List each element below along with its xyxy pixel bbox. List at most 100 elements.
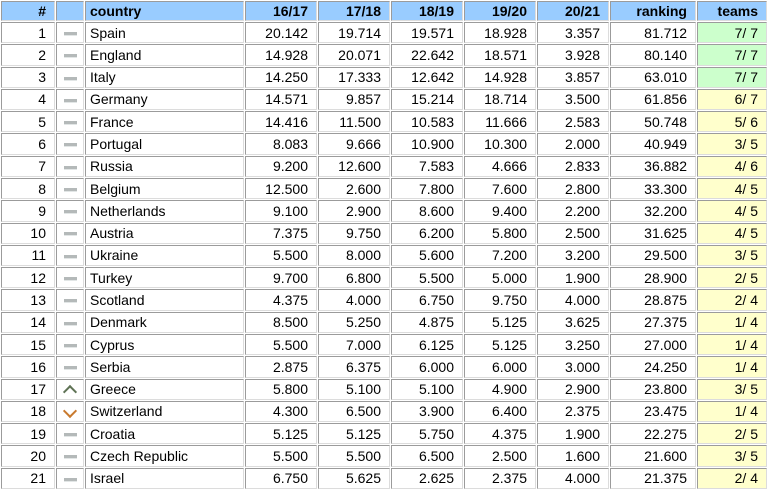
season-18-19-value: 5.600: [391, 244, 463, 267]
ranking-value: 63.010: [610, 66, 696, 88]
season-17-18-value: 6.800: [318, 267, 390, 289]
teams-cell: 7/ 7: [697, 22, 767, 44]
season-20-21-value: 1.900: [537, 267, 609, 289]
season-17-18-value: 2.900: [318, 200, 390, 222]
teams-cell: 2/ 5: [697, 267, 767, 289]
season-16-17-value: 20.142: [245, 22, 317, 44]
season-20-21-value: 3.857: [537, 66, 609, 88]
movement-cell: [56, 378, 84, 400]
season-16-17-value: 5.500: [245, 244, 317, 267]
movement-cell: [56, 423, 84, 445]
row-rank: 4: [1, 88, 55, 111]
season-17-18-value: 5.100: [318, 378, 390, 400]
country-name: Italy: [85, 66, 244, 88]
dash-icon: [63, 232, 77, 237]
dash-icon: [63, 366, 77, 371]
season-16-17-value: 6.750: [245, 467, 317, 489]
table-row: 17 Greece 5.800 5.100 5.100 4.900 2.900 …: [1, 378, 767, 400]
table-row: 11 Ukraine 5.500 8.000 5.600 7.200 3.200…: [1, 244, 767, 267]
ranking-value: 28.875: [610, 289, 696, 311]
season-16-17-value: 9.700: [245, 267, 317, 289]
teams-cell: 1/ 4: [697, 400, 767, 423]
country-name: Netherlands: [85, 200, 244, 222]
arrow-up-icon: [62, 385, 78, 399]
header-row: # country 16/17 17/18 18/19 19/20 20/21 …: [1, 1, 767, 21]
table-row: 8 Belgium 12.500 2.600 7.800 7.600 2.800…: [1, 177, 767, 200]
ranking-value: 29.500: [610, 244, 696, 267]
season-20-21-value: 3.250: [537, 333, 609, 356]
season-16-17-value: 2.875: [245, 356, 317, 378]
season-19-20-value: 2.375: [464, 467, 536, 489]
table-row: 2 England 14.928 20.071 22.642 18.571 3.…: [1, 44, 767, 66]
ranking-value: 27.375: [610, 311, 696, 333]
teams-cell: 3/ 5: [697, 378, 767, 400]
country-name: France: [85, 111, 244, 133]
dash-icon: [63, 477, 77, 482]
ranking-value: 80.140: [610, 44, 696, 66]
table-row: 7 Russia 9.200 12.600 7.583 4.666 2.833 …: [1, 155, 767, 177]
header-rank: #: [1, 1, 55, 21]
movement-cell: [56, 311, 84, 333]
season-20-21-value: 2.200: [537, 200, 609, 222]
season-18-19-value: 22.642: [391, 44, 463, 66]
header-season-16-17: 16/17: [245, 1, 317, 21]
dash-icon: [63, 121, 77, 126]
row-rank: 6: [1, 133, 55, 155]
season-18-19-value: 12.642: [391, 66, 463, 88]
row-rank: 16: [1, 356, 55, 378]
country-name: Belgium: [85, 177, 244, 200]
teams-cell: 1/ 4: [697, 311, 767, 333]
season-17-18-value: 5.500: [318, 445, 390, 467]
movement-cell: [56, 88, 84, 111]
season-19-20-value: 18.571: [464, 44, 536, 66]
dash-icon: [63, 321, 77, 326]
movement-cell: [56, 222, 84, 244]
teams-cell: 1/ 4: [697, 356, 767, 378]
season-18-19-value: 3.900: [391, 400, 463, 423]
season-19-20-value: 14.928: [464, 66, 536, 88]
season-17-18-value: 11.500: [318, 111, 390, 133]
row-rank: 14: [1, 311, 55, 333]
row-rank: 9: [1, 200, 55, 222]
season-19-20-value: 5.000: [464, 267, 536, 289]
teams-cell: 3/ 5: [697, 133, 767, 155]
ranking-value: 21.375: [610, 467, 696, 489]
season-19-20-value: 18.714: [464, 88, 536, 111]
season-19-20-value: 11.666: [464, 111, 536, 133]
row-rank: 17: [1, 378, 55, 400]
table-row: 18 Switzerland 4.300 6.500 3.900 6.400 2…: [1, 400, 767, 423]
season-19-20-value: 9.750: [464, 289, 536, 311]
country-name: Spain: [85, 22, 244, 44]
table-row: 10 Austria 7.375 9.750 6.200 5.800 2.500…: [1, 222, 767, 244]
season-20-21-value: 3.625: [537, 311, 609, 333]
movement-cell: [56, 22, 84, 44]
season-19-20-value: 7.600: [464, 177, 536, 200]
season-17-18-value: 20.071: [318, 44, 390, 66]
country-name: Greece: [85, 378, 244, 400]
country-name: Germany: [85, 88, 244, 111]
season-20-21-value: 1.900: [537, 423, 609, 445]
dash-icon: [63, 187, 77, 192]
header-season-19-20: 19/20: [464, 1, 536, 21]
table-row: 5 France 14.416 11.500 10.583 11.666 2.5…: [1, 111, 767, 133]
ranking-value: 23.800: [610, 378, 696, 400]
country-name: Ukraine: [85, 244, 244, 267]
season-19-20-value: 4.900: [464, 378, 536, 400]
country-name: England: [85, 44, 244, 66]
movement-cell: [56, 445, 84, 467]
season-18-19-value: 5.750: [391, 423, 463, 445]
season-19-20-value: 6.400: [464, 400, 536, 423]
season-18-19-value: 8.600: [391, 200, 463, 222]
ranking-value: 24.250: [610, 356, 696, 378]
movement-cell: [56, 244, 84, 267]
season-19-20-value: 7.200: [464, 244, 536, 267]
row-rank: 7: [1, 155, 55, 177]
ranking-value: 32.200: [610, 200, 696, 222]
season-18-19-value: 4.875: [391, 311, 463, 333]
season-19-20-value: 5.125: [464, 311, 536, 333]
country-name: Switzerland: [85, 400, 244, 423]
season-20-21-value: 2.500: [537, 222, 609, 244]
table-row: 3 Italy 14.250 17.333 12.642 14.928 3.85…: [1, 66, 767, 88]
row-rank: 2: [1, 44, 55, 66]
season-18-19-value: 10.900: [391, 133, 463, 155]
